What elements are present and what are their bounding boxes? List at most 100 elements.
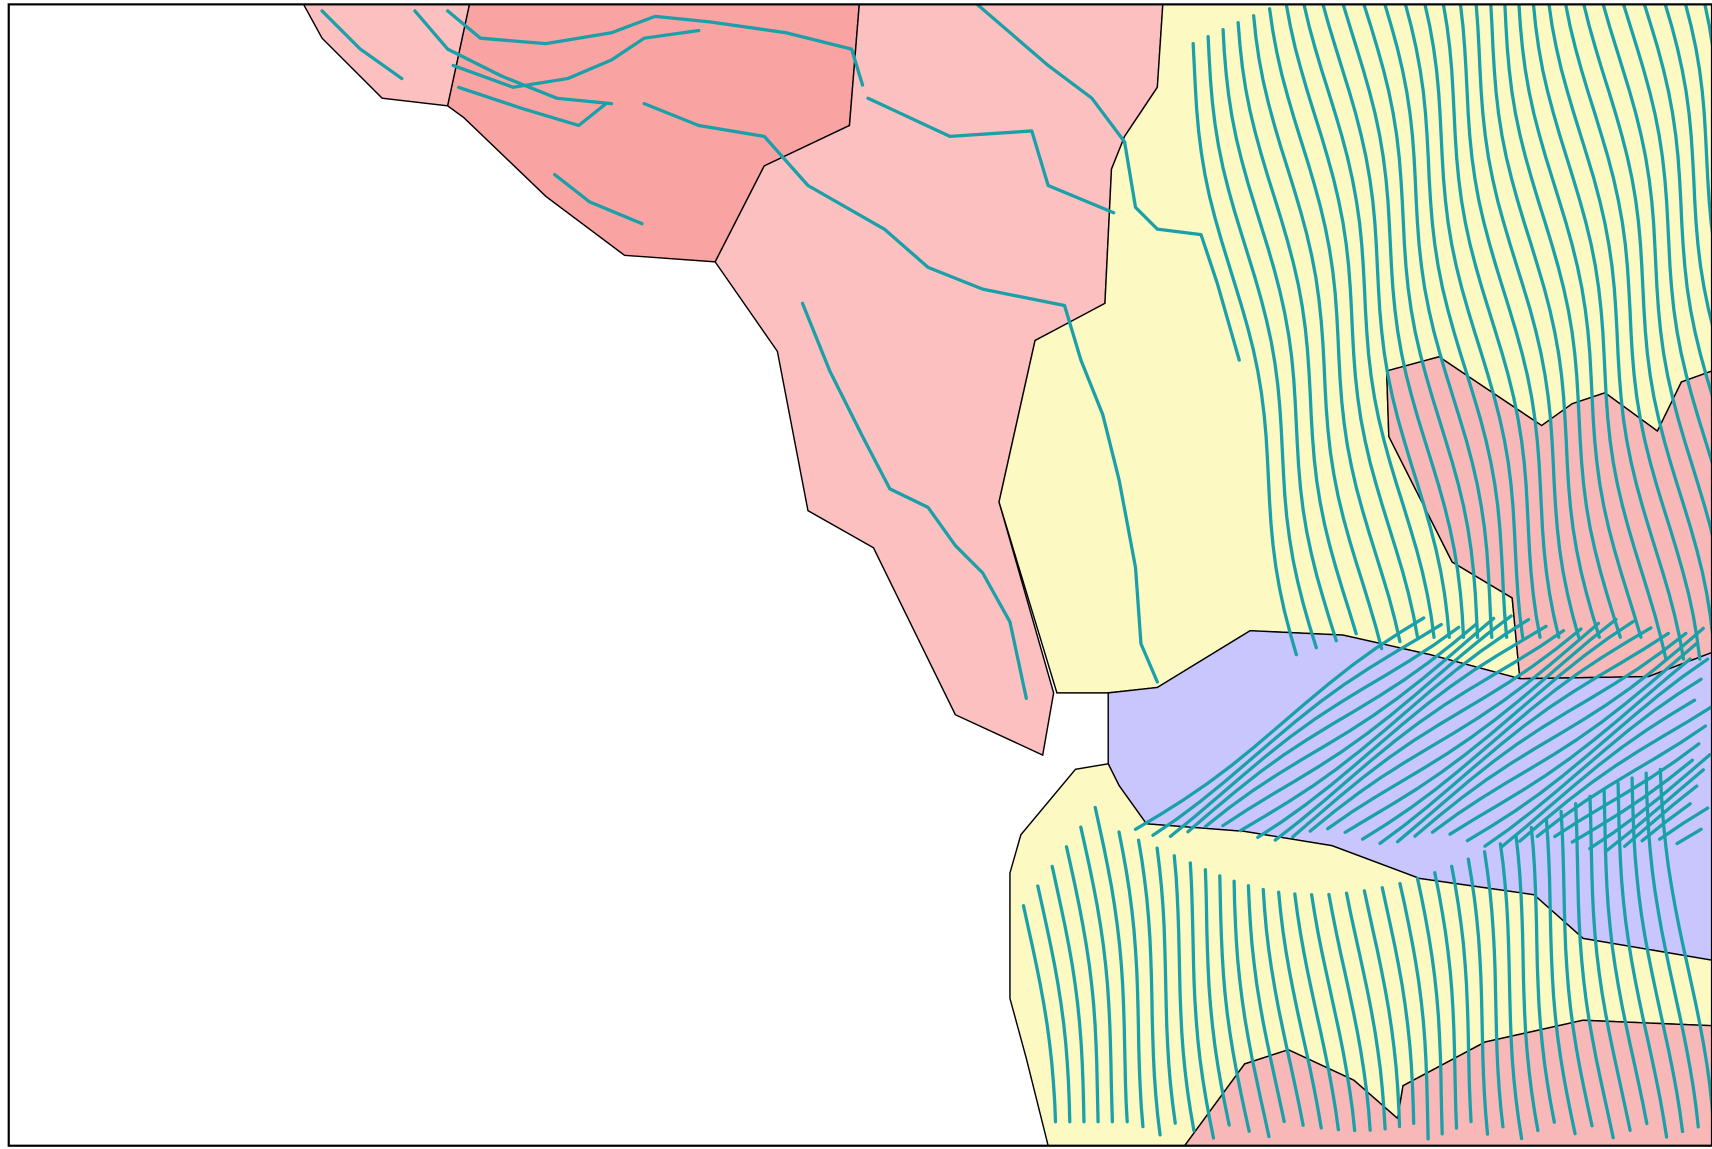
contour-line (1544, 817, 1577, 1136)
contour-line (1238, 617, 1531, 833)
contour-line (1168, 625, 1461, 839)
contour-line (1309, 893, 1357, 1133)
contour-line (1050, 864, 1086, 1124)
contour-line (1327, 892, 1372, 1132)
contour-line (1284, 4, 1420, 639)
contour-line (1514, 834, 1540, 1133)
contour-line (1547, 4, 1686, 661)
contour-line (1064, 845, 1100, 1124)
contour-line (1588, 794, 1632, 1132)
contour-line (1503, 4, 1622, 639)
contour-line (456, 85, 608, 128)
contour-line (1326, 617, 1618, 831)
contour-line (1683, 4, 1712, 243)
contour-lines (320, 4, 1712, 1141)
contour-line (1395, 631, 1688, 844)
contour-line (1458, 4, 1561, 639)
contour-line (553, 172, 644, 226)
contour-line (1155, 846, 1177, 1125)
contour-line (1644, 771, 1700, 1129)
contour-line (1531, 4, 1668, 661)
contour-line (1191, 42, 1298, 657)
contour-line (1465, 657, 1710, 843)
contour-line (413, 9, 614, 106)
contour-line (1093, 805, 1129, 1124)
contour-line (866, 96, 1116, 215)
contour-line (1256, 624, 1548, 839)
contour-line (1529, 826, 1556, 1124)
contour-line (1448, 657, 1692, 836)
contour-line (1206, 35, 1318, 650)
contour-line (1186, 622, 1478, 834)
contour-line (1380, 886, 1416, 1125)
contour-line (1036, 884, 1072, 1124)
contour-line (1362, 889, 1402, 1129)
contour-line (1605, 768, 1705, 852)
contour-line (1293, 892, 1341, 1132)
contour-line (1308, 621, 1601, 833)
contour-line (1236, 21, 1358, 636)
contour-line (1450, 864, 1473, 1124)
contour-line (1267, 7, 1402, 644)
contour-line (1657, 806, 1710, 841)
contour-line (1621, 4, 1712, 468)
contour-line (1117, 830, 1145, 1129)
contour-line (1430, 641, 1699, 834)
contour-line (1151, 622, 1443, 837)
contour-line (1172, 854, 1196, 1133)
contour-line (1413, 626, 1705, 838)
contour-line (1188, 861, 1216, 1140)
contour-line (1136, 838, 1162, 1137)
contour-line (1343, 619, 1636, 834)
contour-line (1341, 4, 1466, 639)
contour-line (1474, 4, 1581, 639)
map-content (302, 4, 1712, 1146)
contour-line (1291, 627, 1583, 839)
contour-line (1573, 802, 1615, 1140)
contour-line (1232, 879, 1271, 1139)
contour-line (1133, 616, 1426, 831)
contour-line (1466, 857, 1490, 1136)
contour-line (1403, 4, 1509, 639)
contour-line (1535, 724, 1708, 838)
contour-line (1246, 884, 1286, 1124)
contour-line (1489, 4, 1601, 639)
region-polygon (302, 4, 471, 107)
contour-line (1302, 4, 1436, 639)
contour-line (1203, 868, 1231, 1127)
contour-line (320, 9, 404, 81)
contour-line (1360, 626, 1653, 841)
contour-line (1415, 876, 1444, 1136)
contour-line (1344, 891, 1387, 1131)
contour-line (1518, 705, 1712, 843)
contour-line (1482, 850, 1505, 1129)
contour-line (1559, 809, 1594, 1128)
map-frame (7, 3, 1712, 1147)
contour-line (1601, 4, 1712, 541)
contour-line (1500, 698, 1697, 848)
contour-line (1623, 784, 1699, 848)
contour-line (1273, 628, 1566, 842)
contour-line (1498, 842, 1524, 1141)
contour-line (1203, 616, 1496, 829)
contour-line (1441, 4, 1542, 639)
contour-line (1675, 827, 1703, 846)
contour-line (1433, 871, 1459, 1130)
contour-line (446, 9, 865, 87)
contour-line (1378, 631, 1670, 846)
contour-line (1582, 4, 1712, 646)
region-polygon (1183, 1019, 1712, 1146)
contour-line (1218, 874, 1251, 1133)
contour-line (642, 102, 1159, 684)
contour-line (1398, 881, 1430, 1141)
contour-line (1221, 614, 1513, 828)
contour-line (1553, 742, 1701, 839)
contour-line (1564, 4, 1702, 661)
contour-line (1423, 4, 1525, 639)
contour-line (1383, 4, 1494, 639)
contour-line (1483, 677, 1703, 848)
contour-line (1588, 753, 1712, 851)
contour-line (1277, 890, 1323, 1130)
